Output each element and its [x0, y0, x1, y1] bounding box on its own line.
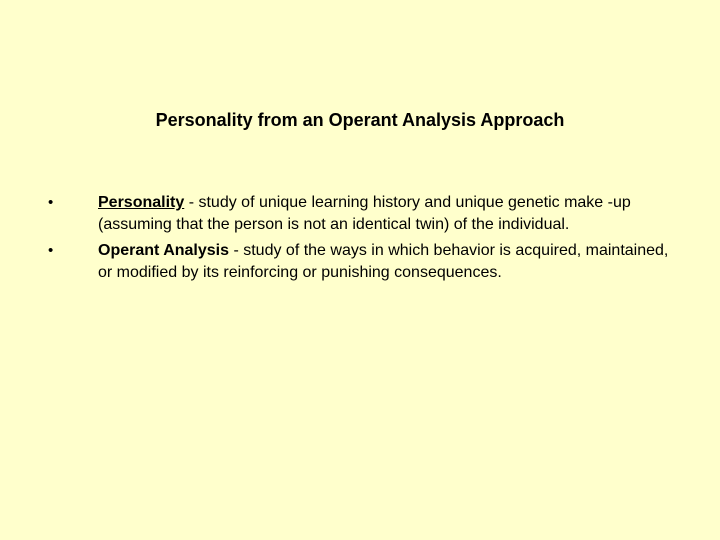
- list-item: • Operant Analysis - study of the ways i…: [40, 240, 680, 284]
- bullet-list: • Personality - study of unique learning…: [40, 192, 680, 288]
- bullet-text: Personality - study of unique learning h…: [98, 192, 680, 236]
- list-item: • Personality - study of unique learning…: [40, 192, 680, 236]
- bullet-term: Operant Analysis: [98, 242, 229, 259]
- slide: Personality from an Operant Analysis App…: [0, 0, 720, 540]
- bullet-term: Personality: [98, 194, 184, 211]
- slide-title: Personality from an Operant Analysis App…: [0, 110, 720, 131]
- bullet-marker: •: [40, 240, 98, 262]
- bullet-text: Operant Analysis - study of the ways in …: [98, 240, 680, 284]
- bullet-marker: •: [40, 192, 98, 214]
